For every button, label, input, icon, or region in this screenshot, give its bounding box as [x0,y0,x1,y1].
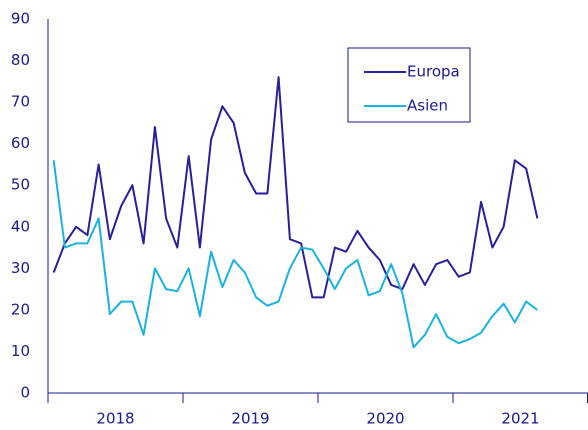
x-tick-label: 2018 [96,410,134,428]
line-series [52,160,538,349]
y-tick-label: 70 [11,93,30,111]
x-tick-label: 2019 [231,410,269,428]
y-tick-label: 60 [11,134,30,152]
y-tick-label: 90 [11,10,30,28]
y-tick-label: 30 [11,259,30,277]
line-series [52,76,539,299]
legend-label: Asien [407,97,448,115]
y-tick-label: 50 [11,176,30,194]
legend-label: Europa [407,63,460,81]
x-tick-label: 2020 [366,410,404,428]
y-tick-label: 0 [20,384,30,402]
y-tick-label: 10 [11,342,30,360]
x-tick-label: 2021 [501,410,539,428]
legend-box [347,47,471,123]
y-tick-label: 80 [11,51,30,69]
y-tick-label: 20 [11,300,30,318]
y-tick-label: 40 [11,217,30,235]
